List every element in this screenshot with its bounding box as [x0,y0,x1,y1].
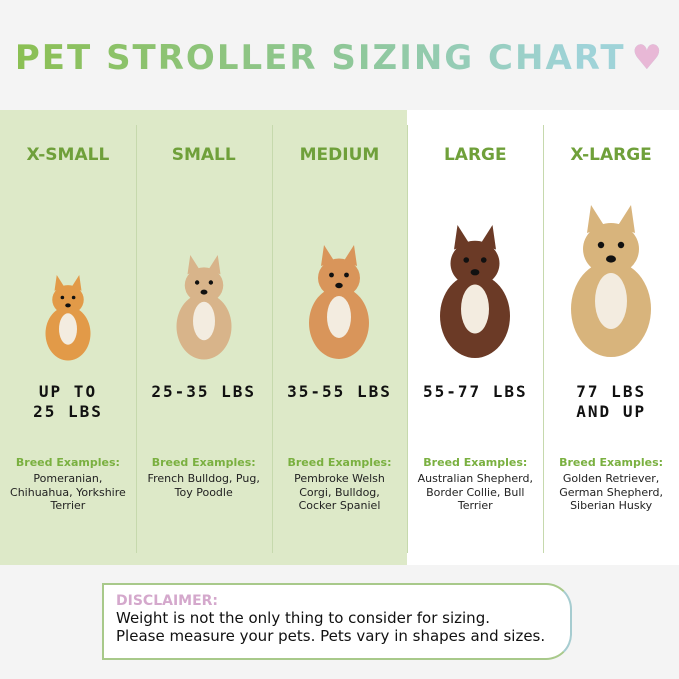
breed-examples: Pomeranian, Chihuahua, Yorkshire Terrier [10,472,126,512]
breed-examples: Pembroke Welsh Corgi, Bulldog, Cocker Sp… [294,472,385,512]
size-chart: X-SMALL UP TO 25 LBS Breed Examples: Pom… [0,110,679,565]
title-text: PET STROLLER SIZING CHART [14,38,626,78]
breed-examples-label: Breed Examples: [559,456,664,469]
disclaimer-box: DISCLAIMER: Weight is not the only thing… [102,583,572,660]
breed-examples: French Bulldog, Pug, Toy Poodle [147,472,260,499]
breed-examples: Golden Retriever, German Shepherd, Siber… [559,472,663,512]
size-column-medium: MEDIUM 35-55 LBS Breed Examples: Pembrok… [271,110,408,565]
heart-icon: ♥ [631,38,665,78]
size-column-x-large: X-LARGE 77 LBS AND UP Breed Examples: Go… [543,110,679,565]
size-label: MEDIUM [299,145,380,165]
breed-examples-label: Breed Examples: [423,456,528,469]
dog-photo-golden-retriever [571,205,652,357]
size-label: X-LARGE [570,145,652,165]
size-label: SMALL [171,145,236,165]
weight-range: 55-77 LBS [422,382,528,401]
breed-examples-label: Breed Examples: [151,456,256,469]
dog-photo-french-bulldog [176,255,232,360]
dog-photo-pomeranian [45,275,91,361]
disclaimer-heading: DISCLAIMER: [116,593,219,609]
disclaimer-line-1: Weight is not the only thing to consider… [116,609,490,627]
size-column-x-small: X-SMALL UP TO 25 LBS Breed Examples: Pom… [0,110,136,565]
weight-range: UP TO 25 LBS [33,382,103,421]
weight-range: 35-55 LBS [287,382,392,401]
weight-range: 77 LBS AND UP [576,382,647,421]
weight-range: 25-35 LBS [151,382,257,401]
breed-examples-label: Breed Examples: [287,456,392,469]
page-title: PET STROLLER SIZING CHART ♥ [0,38,679,78]
breed-examples: Australian Shepherd, Border Collie, Bull… [417,472,533,512]
dog-photo-corgi [309,245,370,359]
dog-photo-australian-shepherd [440,225,511,358]
breed-examples-label: Breed Examples: [15,456,120,469]
size-column-small: SMALL 25-35 LBS Breed Examples: French B… [135,110,272,565]
size-label: LARGE [443,145,507,165]
size-label: X-SMALL [26,145,110,165]
disclaimer-line-2: Please measure your pets. Pets vary in s… [116,627,546,645]
size-column-large: LARGE 55-77 LBS Breed Examples: Australi… [407,110,544,565]
